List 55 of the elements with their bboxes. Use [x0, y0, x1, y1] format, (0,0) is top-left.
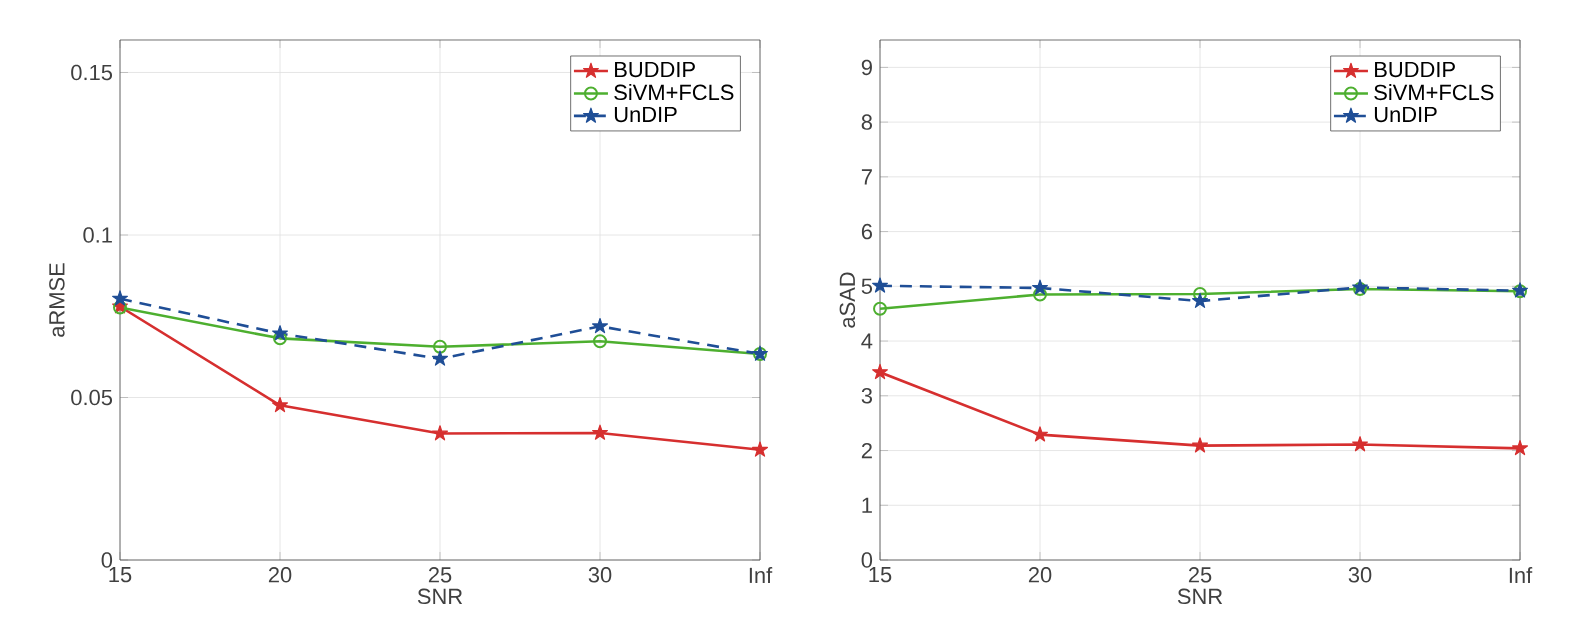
x-tick-label: 25: [1188, 567, 1212, 583]
point: [1512, 439, 1529, 456]
point: [1032, 279, 1048, 295]
y-tick-label: 8: [861, 114, 872, 130]
y-axis-title: aSAD: [839, 272, 856, 328]
y-tick-label: 7: [861, 169, 872, 185]
x-tick-label: 25: [428, 567, 452, 583]
y-tick-label: 0.1: [83, 227, 112, 243]
x-axis-title: SNR: [417, 588, 463, 605]
y-tick-label: 2: [861, 442, 872, 459]
point: [873, 301, 887, 316]
point: [273, 331, 287, 346]
point: [872, 277, 888, 293]
x-tick-label: 15: [869, 567, 892, 583]
point: [1032, 426, 1048, 442]
x-axis-title: SNR: [1177, 588, 1223, 605]
point: [592, 317, 608, 334]
point: [433, 339, 447, 354]
y-tick-label: 4: [861, 333, 873, 349]
point: [432, 425, 448, 441]
y-tick-label: 1: [862, 497, 872, 513]
point: [112, 290, 128, 306]
x-tick-label: 15: [109, 567, 132, 583]
x-tick-label: 30: [1348, 567, 1372, 583]
point: [272, 396, 288, 413]
y-tick-label: 5: [861, 278, 873, 294]
legend-label: SiVM+FCLS: [1374, 84, 1494, 101]
y-tick-label: 0: [101, 552, 113, 568]
y-axis-title: aRMSE: [49, 263, 65, 337]
legend-label: UnDIP: [614, 106, 677, 123]
x-tick-label: 30: [588, 567, 612, 583]
point: [872, 363, 888, 380]
y-tick-label: 0.05: [71, 389, 113, 406]
y-tick-label: 0.15: [71, 64, 113, 81]
x-tick-label: Inf: [749, 567, 773, 583]
x-tick-label: Inf: [1509, 567, 1533, 583]
point: [592, 424, 608, 440]
legend-label: BUDDIP: [615, 61, 695, 78]
point: [1192, 437, 1208, 453]
point: [1352, 436, 1369, 452]
point: [1192, 292, 1208, 308]
point: [1033, 287, 1047, 302]
x-tick-label: 20: [268, 567, 292, 583]
legend-label: SiVM+FCLS: [614, 84, 734, 101]
legend-label: UnDIP: [1374, 106, 1437, 123]
legend-label: BUDDIP: [1375, 62, 1455, 78]
point: [432, 350, 448, 366]
y-tick-label: 9: [861, 59, 872, 76]
x-tick-label: 20: [1028, 567, 1052, 583]
y-tick-label: 3: [861, 388, 872, 404]
point: [752, 441, 768, 457]
point: [593, 334, 607, 349]
point: [272, 325, 288, 341]
y-tick-label: 6: [861, 223, 872, 240]
y-tick-label: 0: [861, 552, 873, 568]
